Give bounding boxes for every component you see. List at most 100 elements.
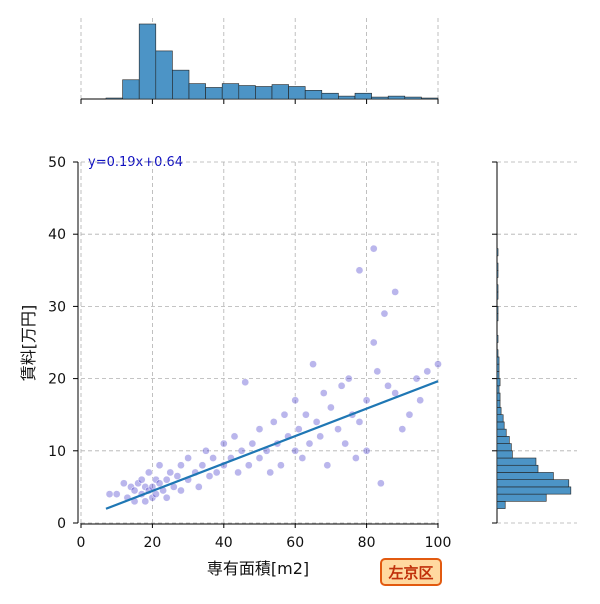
scatter-point — [369, 244, 378, 253]
histogram-bar — [496, 291, 499, 300]
y-tick-label: 10 — [48, 444, 66, 460]
histogram-bar — [496, 443, 512, 452]
scatter-point — [309, 360, 317, 369]
scatter-point — [298, 454, 307, 462]
y-tick-label: 30 — [48, 299, 66, 315]
x-axis-label: 専有面積[m2] — [207, 559, 309, 578]
histogram-bar — [421, 97, 439, 100]
y-tick-label: 20 — [48, 372, 66, 388]
histogram-bar — [255, 86, 273, 100]
histogram-bar — [105, 97, 123, 100]
scatter-point — [212, 468, 221, 477]
histogram-bar — [496, 479, 570, 488]
y-tick-label: 40 — [48, 227, 66, 243]
histogram-bar — [387, 95, 406, 100]
histogram-bar — [496, 399, 501, 408]
x-tick-label: 100 — [425, 535, 452, 551]
histogram-bar — [496, 269, 499, 278]
histogram-bar — [496, 284, 499, 293]
scatter-point — [244, 461, 253, 470]
histogram-bar — [371, 96, 389, 100]
scatter-point — [219, 439, 228, 448]
histogram-bar — [496, 385, 500, 394]
scatter-point — [119, 479, 128, 488]
histogram-bar — [496, 421, 505, 430]
x-tick-label: 80 — [358, 535, 376, 551]
scatter-point — [423, 367, 432, 376]
scatter-point — [177, 461, 185, 470]
regression-line — [105, 380, 439, 510]
scatter-point — [362, 446, 371, 455]
y-tick-label: 0 — [57, 516, 66, 532]
histogram-bar — [205, 87, 223, 100]
x-tick-label: 40 — [215, 535, 233, 551]
scatter-point — [280, 410, 289, 419]
histogram-bar — [496, 486, 572, 495]
scatter-point — [162, 475, 171, 484]
regression-equation: y=0.19x+0.64 — [88, 155, 183, 170]
scatter-point — [105, 490, 114, 498]
histogram-bar — [496, 501, 506, 509]
scatter-point — [155, 461, 164, 470]
scatter-point — [194, 483, 203, 491]
scatter-point — [166, 468, 175, 477]
scatter-point — [266, 468, 275, 477]
scatter-point — [209, 454, 217, 462]
scatter-point — [294, 425, 303, 433]
histogram-bar — [288, 86, 306, 100]
histogram-bar — [496, 428, 507, 437]
histogram-bar — [496, 450, 513, 459]
scatter-point — [416, 396, 424, 405]
histogram-bar — [496, 457, 537, 466]
histogram-bar — [188, 83, 206, 100]
scatter-point — [173, 472, 182, 480]
scatter-point — [234, 468, 242, 477]
histogram-bar — [496, 436, 510, 444]
histogram-bar — [496, 464, 539, 473]
scatter-point — [162, 493, 171, 502]
histogram-bar — [172, 69, 190, 100]
scatter-point — [319, 389, 328, 397]
scatter-point — [198, 461, 207, 470]
scatter-point — [377, 479, 385, 488]
scatter-point — [241, 378, 250, 387]
scatter-point — [255, 425, 264, 433]
scatter-point — [205, 472, 214, 480]
scatter-point — [255, 454, 264, 462]
scatter-point — [137, 475, 146, 484]
histogram-bar — [138, 23, 157, 100]
scatter-point — [398, 425, 407, 433]
histogram-bar — [122, 79, 140, 100]
histogram-bar — [496, 306, 499, 314]
scatter-point — [305, 439, 314, 448]
scatter-point — [155, 479, 164, 488]
scatter-point — [355, 266, 364, 275]
tag-box — [380, 558, 442, 586]
scatter-point — [177, 486, 185, 495]
scatter-point — [352, 454, 360, 462]
scatter-point — [337, 381, 346, 390]
histogram-bar — [404, 96, 422, 100]
scatter-point — [391, 288, 400, 296]
histogram-bar — [496, 472, 554, 480]
histogram-bar — [496, 313, 499, 322]
scatter-point — [291, 446, 300, 455]
histogram-bar — [496, 392, 501, 401]
scatter-point — [202, 446, 210, 455]
scatter-point — [373, 367, 382, 376]
histogram-bar — [238, 85, 256, 100]
scatter-point — [112, 490, 121, 498]
x-tick-label: 60 — [286, 535, 304, 551]
scatter-point — [327, 403, 335, 412]
histogram-bar — [496, 262, 499, 271]
scatter-point — [237, 446, 246, 455]
scatter-point — [434, 360, 442, 369]
x-tick-label: 20 — [143, 535, 161, 551]
histogram-bar — [338, 95, 356, 100]
scatter-point — [405, 410, 414, 419]
scatter-point — [302, 410, 310, 419]
histogram-bar — [496, 363, 500, 372]
histogram-bar — [496, 349, 499, 358]
histogram-bar — [221, 83, 240, 100]
